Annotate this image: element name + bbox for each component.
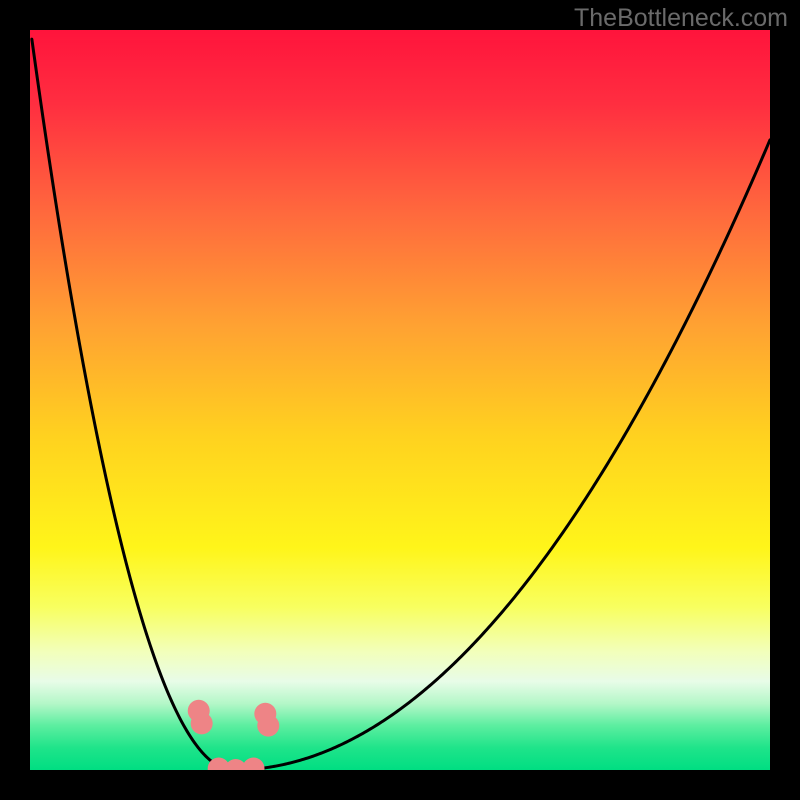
- marker-dot: [191, 712, 213, 734]
- marker-bar: [214, 763, 261, 770]
- marker-dot: [257, 715, 279, 737]
- plot-svg: [30, 30, 770, 770]
- chart-frame: [0, 0, 800, 800]
- watermark-text: TheBottleneck.com: [574, 4, 788, 33]
- plot-area: [30, 30, 770, 770]
- gradient-background: [30, 30, 770, 770]
